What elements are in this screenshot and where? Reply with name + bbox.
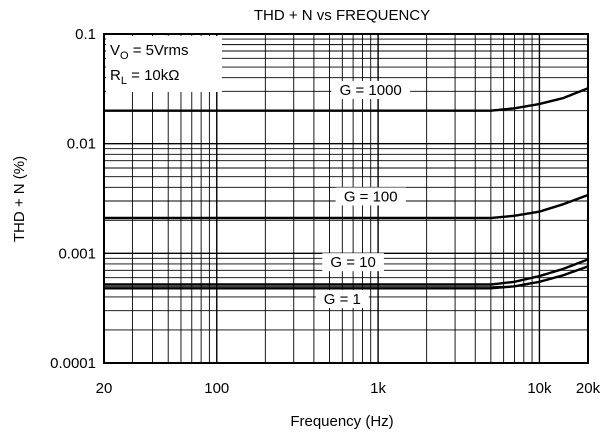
curve-label-bg [322,253,384,272]
curve-label-bg [315,289,369,308]
y-axis-label: THD + N (%) [11,156,28,242]
curve-label-g-1000: G = 1000 [340,82,402,99]
x-tick-label: 20 [96,380,113,397]
series-line-g-10 [104,258,589,286]
y-tick-label: 0.01 [67,136,96,153]
y-tick-label: 0.1 [75,26,96,43]
curve-label-g-100: G = 100 [344,188,398,205]
series-line-g-1000 [104,87,589,112]
series-line-g-100 [104,193,589,220]
y-tick-label: 0.0001 [50,355,96,372]
annotation-bg [106,36,222,92]
annotation-box: VO = 5Vrms RL = 10kΩ [106,36,222,92]
x-tick-label: 1k [370,380,386,397]
x-tick-label: 20k [576,380,601,397]
annotation-rl: RL = 10kΩ [110,67,179,87]
curve-label-g-1: G = 1 [324,291,361,308]
curve-label-bg [335,187,406,206]
curve-label-bg [331,80,411,99]
x-tick-label: 100 [204,380,229,397]
annotation-vo: VO = 5Vrms [110,42,188,62]
label-layer: G = 1000 G = 100 G = 10 G = 1 [315,80,411,308]
x-tick-label: 10k [527,380,552,397]
series-line-g-1 [104,265,589,290]
tick-layer: 20 100 1k 10k 20k 0.1 0.01 0.001 0.0001 [50,26,600,397]
plot-frame [103,33,589,364]
curve-label-g-10: G = 10 [330,254,375,271]
series-layer [104,87,589,290]
x-axis-label: Frequency (Hz) [290,413,393,430]
chart-title: THD + N vs FREQUENCY [254,7,430,24]
y-tick-label: 0.001 [58,245,96,262]
